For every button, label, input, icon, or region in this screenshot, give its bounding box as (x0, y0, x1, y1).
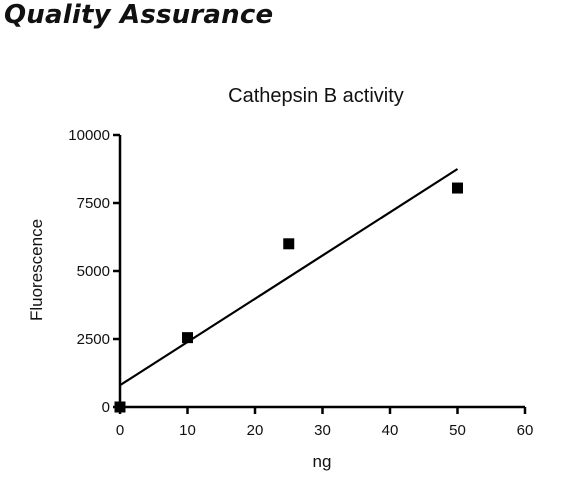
x-axis-label: ng (313, 452, 332, 471)
x-tick-label: 20 (247, 422, 264, 439)
y-axis-label: Fluorescence (27, 219, 46, 321)
data-point (114, 401, 126, 413)
page-heading: Quality Assurance (4, 0, 274, 30)
data-point (283, 238, 295, 250)
data-point (182, 332, 193, 344)
x-axis: 0 10 20 30 40 50 60 (116, 405, 534, 439)
fit-line (119, 168, 459, 387)
y-tick-label: 2500 (77, 331, 110, 348)
x-tick-label: 40 (382, 422, 399, 439)
x-tick-label: 50 (449, 422, 466, 439)
data-point (452, 182, 463, 194)
x-tick-label: 30 (314, 422, 331, 439)
y-tick-label: 10000 (68, 127, 110, 144)
y-tick-label: 0 (102, 399, 110, 416)
y-tick-label: 5000 (77, 263, 110, 280)
x-tick-label: 60 (517, 422, 534, 439)
fit-line-group (119, 168, 459, 387)
y-axis: 0 2500 5000 7500 10000 (68, 127, 122, 416)
x-tick-label: 0 (116, 422, 124, 439)
x-tick-label: 10 (179, 422, 196, 439)
data-points (114, 182, 463, 413)
y-tick-label: 7500 (77, 195, 110, 212)
chart-title: Cathepsin B activity (228, 85, 404, 107)
